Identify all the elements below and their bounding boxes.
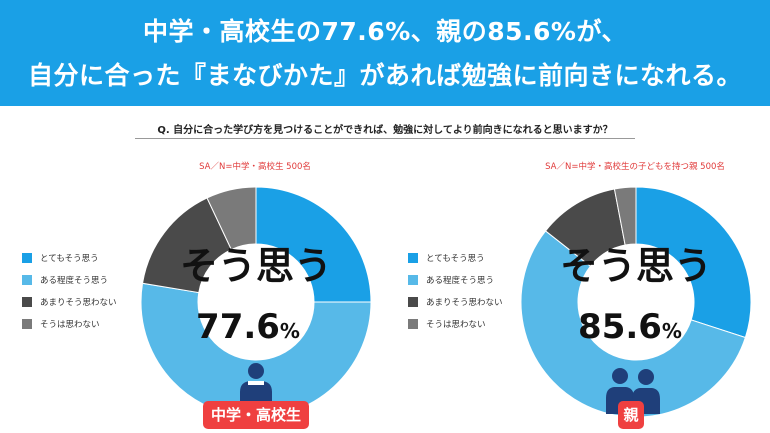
center-unit: % [280, 319, 300, 343]
legend-label: ある程度そう思う [426, 276, 495, 286]
legend-item: そうは思わない [408, 318, 486, 330]
legend-label: そうは思わない [426, 320, 486, 330]
group-tag-students: 中学・高校生 [203, 401, 309, 429]
legend-label: あまりそう思わない [40, 298, 117, 308]
group-tag-parents: 親 [618, 401, 644, 429]
legend-item: とてもそう思う [22, 252, 99, 264]
donut-slice [520, 230, 747, 418]
legend-swatch [22, 319, 32, 329]
legend-swatch [408, 253, 418, 263]
center-unit: % [662, 319, 682, 343]
center-value-students: 77.6% [196, 307, 300, 347]
legend-item: とてもそう思う [408, 252, 485, 264]
legend-item: あまりそう思わない [22, 296, 117, 308]
legend-item: そうは思わない [22, 318, 100, 330]
legend-swatch [408, 319, 418, 329]
legend-label: そうは思わない [40, 320, 100, 330]
center-number: 77.6 [196, 307, 280, 347]
survey-question: Q. 自分に合った学び方を見つけることができれば、勉強に対してより前向きになれる… [157, 125, 613, 136]
title-line-2: 自分に合った『まなびかた』があれば勉強に前向きになれる。 [27, 61, 742, 90]
legend-item: ある程度そう思う [408, 274, 494, 286]
legend-label: とてもそう思う [40, 254, 99, 264]
donut-slice [613, 186, 637, 246]
donut-slice [206, 186, 257, 251]
legend-label: とてもそう思う [426, 254, 485, 264]
sample-note-parents: SA／N=中学・高校生の子どもを持つ親 500名 [545, 162, 725, 172]
legend-swatch [408, 297, 418, 307]
center-value-parents: 85.6% [578, 307, 682, 347]
title-line-1: 中学・高校生の77.6%、親の85.6%が、 [143, 17, 627, 46]
donut-parents [520, 186, 752, 418]
legend-swatch [22, 253, 32, 263]
sample-note-students: SA／N=中学・高校生 500名 [199, 162, 311, 172]
legend-label: あまりそう思わない [426, 298, 503, 308]
donut-slice [140, 282, 372, 418]
donut-students [140, 186, 372, 418]
center-label-students: そう思う [180, 244, 332, 288]
legend-swatch [408, 275, 418, 285]
legend-item: あまりそう思わない [408, 296, 503, 308]
donut-slice [635, 186, 752, 339]
question-underline [135, 138, 635, 139]
legend-swatch [22, 297, 32, 307]
title-banner: 中学・高校生の77.6%、親の85.6%が、 自分に合った『まなびかた』があれば… [0, 0, 770, 106]
legend-item: ある程度そう思う [22, 274, 108, 286]
donut-slice [255, 186, 372, 303]
center-label-parents: そう思う [560, 244, 712, 288]
center-number: 85.6 [578, 307, 662, 347]
legend-swatch [22, 275, 32, 285]
legend-label: ある程度そう思う [40, 276, 109, 286]
